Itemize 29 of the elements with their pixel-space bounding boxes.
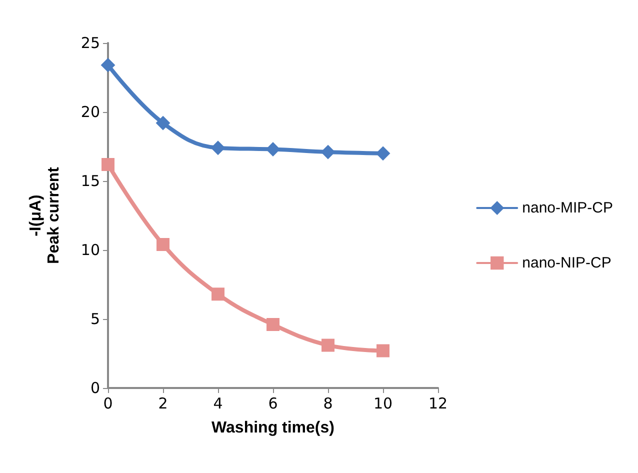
point	[376, 344, 390, 358]
y-tick-label: 0	[90, 379, 100, 397]
x-tick-label: 0	[103, 394, 113, 412]
point	[212, 288, 224, 301]
legend-label: nano-NIP-CP	[522, 254, 612, 272]
point	[156, 238, 170, 251]
y-tick-label: 10	[80, 241, 100, 259]
y-tick-label: 25	[80, 34, 100, 52]
x-tick-label: 2	[158, 394, 168, 412]
point	[102, 158, 114, 171]
x-tick-label: 8	[323, 394, 333, 412]
y-tick-label: 5	[90, 310, 100, 328]
point	[101, 58, 115, 72]
x-tick-label: 6	[268, 394, 278, 412]
point	[321, 145, 335, 160]
x-tick-label: 10	[373, 394, 393, 412]
point	[266, 142, 280, 156]
x-tick-label: 12	[428, 394, 448, 412]
y-tick-label: 20	[80, 103, 100, 121]
x-axis-title: Washing time(s)	[212, 420, 334, 436]
legend-label: nano-MIP-CP	[522, 200, 614, 216]
point	[266, 318, 280, 332]
point	[211, 140, 225, 155]
x-tick-label: 4	[213, 394, 223, 412]
point	[376, 146, 390, 160]
y-tick-label: 15	[80, 172, 100, 190]
y-axis-title: -I(μA) Peak current	[28, 166, 62, 264]
point	[322, 338, 334, 352]
point	[156, 116, 170, 130]
